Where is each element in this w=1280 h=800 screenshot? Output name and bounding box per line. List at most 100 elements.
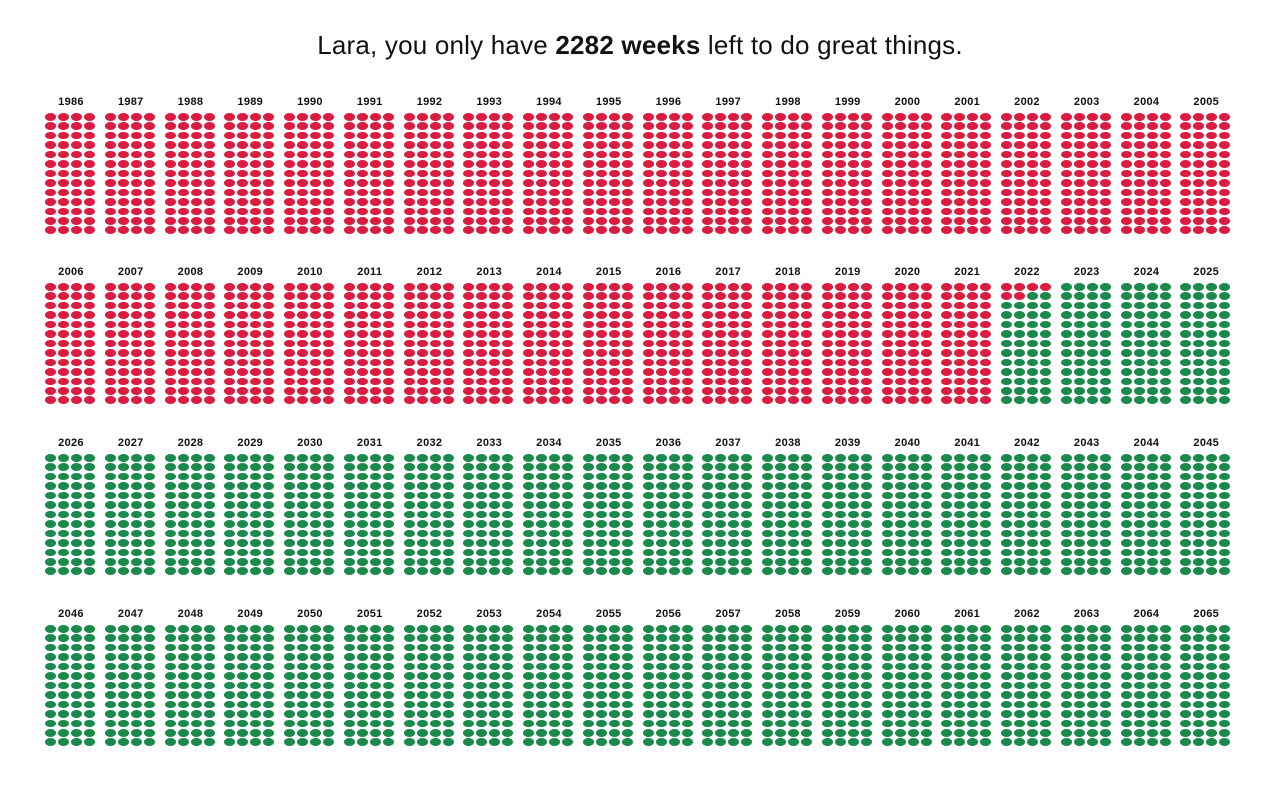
remaining-week-dot (1146, 311, 1158, 319)
remaining-week-dot (954, 548, 966, 557)
lived-week-dot (741, 349, 753, 357)
remaining-week-dot (382, 454, 394, 462)
remaining-week-dot (463, 710, 475, 718)
lived-week-dot (476, 386, 488, 395)
lived-week-dot (655, 311, 667, 319)
remaining-week-dot (608, 643, 620, 652)
lived-week-dot (284, 292, 295, 301)
remaining-week-dot (369, 634, 381, 643)
lived-week-dot (894, 330, 906, 338)
remaining-week-dot (1014, 520, 1025, 528)
lived-week-dot (382, 339, 394, 348)
remaining-week-dot (668, 520, 680, 528)
lived-week-dot (164, 226, 176, 234)
remaining-week-dot (681, 738, 693, 746)
remaining-week-dot (1014, 311, 1025, 319)
remaining-week-dot (562, 625, 573, 633)
remaining-week-dot (284, 634, 295, 643)
lived-week-dot (834, 216, 846, 225)
lived-week-dot (821, 283, 833, 291)
year-block-2051: 2051 (343, 608, 396, 748)
remaining-week-dot (801, 681, 812, 690)
lived-week-dot (847, 301, 859, 310)
remaining-week-dot (562, 672, 573, 680)
lived-week-dot (84, 320, 95, 329)
lived-week-dot (775, 188, 786, 197)
remaining-week-dot (1060, 653, 1072, 661)
remaining-week-dot (463, 643, 475, 652)
remaining-week-dot (224, 501, 236, 509)
lived-week-dot (595, 188, 607, 197)
remaining-week-dot (894, 539, 906, 547)
year-block-1986: 1986 (45, 96, 97, 236)
lived-week-dot (941, 179, 953, 187)
lived-week-dot (403, 160, 415, 168)
remaining-week-dot (562, 634, 573, 643)
lived-week-dot (1180, 113, 1192, 121)
remaining-week-dot (642, 454, 654, 462)
lived-week-dot (45, 141, 56, 149)
remaining-week-dot (954, 672, 966, 680)
lived-week-dot (788, 368, 799, 376)
remaining-week-dot (1073, 634, 1085, 643)
lived-week-dot (595, 358, 607, 367)
remaining-week-dot (1001, 672, 1012, 680)
lived-week-dot (356, 368, 368, 376)
lived-week-dot (1060, 198, 1072, 206)
remaining-week-dot (416, 653, 428, 661)
lived-week-dot (117, 283, 129, 291)
lived-week-dot (263, 226, 275, 234)
lived-week-dot (788, 216, 799, 225)
remaining-week-dot (762, 510, 773, 519)
remaining-week-dot (788, 738, 799, 746)
remaining-week-dot (343, 557, 355, 566)
lived-week-dot (821, 160, 833, 168)
lived-week-dot (967, 169, 979, 178)
lived-week-dot (382, 188, 394, 197)
lived-week-dot (1193, 226, 1205, 234)
year-block-2049: 2049 (224, 608, 276, 748)
lived-week-dot (263, 292, 275, 301)
lived-week-dot (920, 113, 932, 121)
lived-week-dot (1027, 207, 1038, 216)
remaining-week-dot (608, 681, 620, 690)
remaining-week-dot (881, 634, 893, 643)
year-label: 2038 (775, 437, 801, 449)
remaining-week-dot (715, 728, 727, 737)
lived-week-dot (117, 198, 129, 206)
lived-week-dot (907, 301, 919, 310)
remaining-week-dot (821, 482, 833, 490)
lived-week-dot (343, 216, 355, 225)
remaining-week-dot (582, 634, 594, 643)
remaining-week-dot (104, 472, 116, 481)
remaining-week-dot (595, 567, 607, 575)
lived-week-dot (788, 131, 799, 140)
remaining-week-dot (489, 567, 501, 575)
lived-week-dot (1146, 198, 1158, 206)
remaining-week-dot (980, 710, 992, 718)
lived-week-dot (71, 179, 82, 187)
lived-week-dot (549, 339, 560, 348)
lived-week-dot (655, 301, 667, 310)
remaining-week-dot (143, 567, 155, 575)
remaining-week-dot (442, 520, 454, 528)
remaining-week-dot (416, 567, 428, 575)
remaining-week-dot (907, 681, 919, 690)
remaining-week-dot (71, 501, 82, 509)
lived-week-dot (642, 113, 654, 121)
remaining-week-dot (310, 510, 321, 519)
remaining-week-dot (1219, 311, 1231, 319)
remaining-week-dot (1133, 672, 1145, 680)
lived-week-dot (881, 169, 893, 178)
lived-week-dot (310, 311, 321, 319)
lived-week-dot (250, 141, 262, 149)
remaining-week-dot (582, 510, 594, 519)
remaining-week-dot (263, 691, 275, 699)
remaining-week-dot (608, 700, 620, 709)
lived-week-dot (1206, 122, 1218, 131)
remaining-week-dot (821, 625, 833, 633)
lived-week-dot (1206, 113, 1218, 121)
lived-week-dot (403, 396, 415, 404)
remaining-week-dot (1060, 681, 1072, 690)
lived-week-dot (310, 349, 321, 357)
